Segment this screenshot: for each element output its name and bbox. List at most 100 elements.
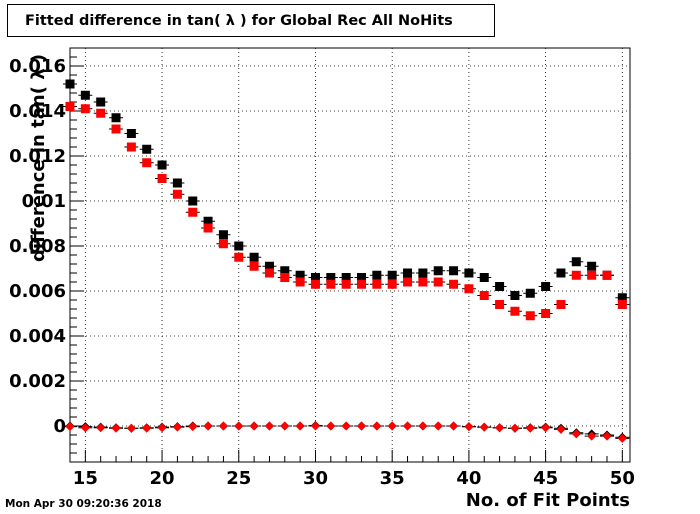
x-tick-label: 25 — [226, 468, 251, 489]
series-1-point — [587, 270, 597, 280]
series-0-point — [111, 113, 121, 123]
series-1-point — [218, 239, 228, 249]
series-0-point — [449, 266, 459, 276]
series-0-point — [203, 216, 213, 226]
series-3-point — [587, 431, 597, 441]
series-0-point — [249, 252, 259, 262]
series-1-point — [510, 306, 520, 316]
series-3-point — [387, 421, 397, 431]
series-1-point — [203, 223, 213, 233]
series-0-point — [495, 282, 505, 291]
series-3-point — [80, 423, 90, 433]
series-3-point — [157, 423, 167, 433]
series-1-point — [571, 270, 581, 280]
series-3-point — [510, 423, 520, 433]
series-1-point — [357, 279, 367, 289]
series-3-point — [234, 421, 244, 431]
series-3-point — [295, 421, 305, 431]
series-3-point — [203, 421, 213, 431]
series-0-point — [418, 268, 428, 278]
series-1-point — [617, 300, 627, 309]
series-1-point — [264, 268, 274, 278]
series-0-point — [157, 160, 167, 170]
series-1-point — [495, 300, 505, 309]
series-0-point — [264, 261, 274, 271]
series-1-point — [556, 300, 566, 309]
series-0-point — [65, 79, 75, 89]
series-0-point — [587, 261, 597, 271]
series-1-point — [280, 273, 290, 282]
series-0-point — [571, 257, 581, 267]
plot-frame — [69, 47, 631, 463]
series-1-point — [295, 277, 305, 287]
series-3-point — [218, 421, 228, 431]
series-1-point — [326, 279, 336, 289]
y-tick-label: 0.012 — [9, 146, 66, 167]
x-tick-label: 15 — [73, 468, 98, 489]
series-3-point — [449, 421, 459, 431]
series-1-point — [249, 261, 259, 271]
series-3-point — [310, 421, 320, 431]
series-3-point — [326, 421, 336, 431]
series-0-point — [280, 266, 290, 276]
series-3-point — [403, 421, 413, 431]
series-0-point — [172, 178, 182, 188]
y-tick-label: 0.014 — [9, 101, 66, 122]
series-1-point — [111, 124, 121, 134]
y-tick-label: 0.002 — [9, 371, 66, 392]
series-0-point — [403, 268, 413, 278]
chart-title: Fitted difference in tan( λ ) for Global… — [7, 4, 495, 37]
series-1-point — [433, 277, 443, 287]
series-1-point — [65, 102, 75, 111]
series-0-point — [80, 90, 90, 100]
series-3-point — [65, 422, 75, 432]
series-3-point — [172, 422, 182, 432]
x-tick-label: 50 — [610, 468, 635, 489]
y-tick-label: 0.016 — [9, 56, 66, 77]
series-1-point — [188, 207, 198, 217]
series-0-point — [126, 129, 136, 138]
series-0-point — [617, 293, 627, 303]
series-0-point — [96, 97, 106, 107]
x-tick-label: 35 — [380, 468, 405, 489]
series-3-point — [280, 421, 290, 431]
series-3-point — [111, 423, 121, 433]
series-0-point — [326, 273, 336, 282]
series-3-point — [372, 421, 382, 431]
series-3-point — [418, 421, 428, 431]
series-1-point — [157, 174, 167, 183]
series-3-point — [479, 422, 489, 432]
series-3-point — [602, 431, 612, 441]
series-3-point — [464, 422, 474, 432]
series-3-point — [126, 423, 136, 433]
series-1-point — [403, 277, 413, 287]
series-3-point — [96, 423, 106, 433]
series-3-point — [264, 421, 274, 431]
series-1-point — [387, 279, 397, 289]
series-1-point — [541, 309, 551, 318]
series-1-point — [449, 279, 459, 289]
series-1-point — [464, 284, 474, 294]
series-3-point — [617, 433, 627, 443]
series-1-point — [80, 104, 90, 114]
series-0-point — [341, 273, 351, 282]
series-1-point — [310, 279, 320, 289]
series-0-point — [234, 241, 244, 251]
series-0-point — [525, 288, 535, 298]
x-tick-label: 20 — [150, 468, 175, 489]
series-1-point — [234, 252, 244, 262]
series-1-point — [418, 277, 428, 287]
series-1-point — [341, 279, 351, 289]
series-1-point — [372, 279, 382, 289]
series-0-point — [387, 270, 397, 280]
series-0-point — [556, 268, 566, 278]
series-1-point — [525, 311, 535, 321]
y-tick-label: 0.006 — [9, 281, 66, 302]
x-axis-label: No. of Fit Points — [465, 490, 630, 511]
series-1-point — [126, 142, 136, 152]
series-3-point — [341, 421, 351, 431]
datestamp: Mon Apr 30 09:20:36 2018 — [5, 498, 162, 510]
series-1-point — [172, 189, 182, 199]
series-0-point — [188, 196, 198, 206]
